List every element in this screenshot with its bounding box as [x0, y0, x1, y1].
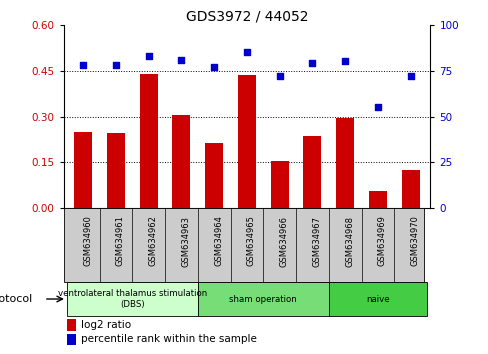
Text: sham operation: sham operation	[229, 295, 297, 303]
Bar	[67, 334, 76, 346]
Text: GSM634968: GSM634968	[345, 216, 353, 267]
Text: GSM634967: GSM634967	[312, 216, 321, 267]
Bar	[335, 118, 353, 208]
Point	[406, 73, 414, 79]
Point	[275, 73, 283, 79]
Text: GSM634964: GSM634964	[214, 216, 223, 267]
Text: GSM634961: GSM634961	[116, 216, 125, 267]
Bar	[328, 282, 426, 316]
Text: GSM634970: GSM634970	[410, 216, 419, 267]
Text: GSM634960: GSM634960	[83, 216, 92, 267]
Text: GSM634962: GSM634962	[148, 216, 158, 267]
Bar	[67, 319, 76, 331]
Text: log2 ratio: log2 ratio	[81, 320, 131, 330]
Text: naive: naive	[366, 295, 389, 303]
Text: GSM634969: GSM634969	[377, 216, 386, 267]
Title: GDS3972 / 44052: GDS3972 / 44052	[185, 10, 307, 24]
Text: percentile rank within the sample: percentile rank within the sample	[81, 334, 257, 344]
Point	[210, 64, 218, 70]
Point	[243, 50, 250, 55]
Bar	[140, 74, 158, 208]
Bar	[401, 170, 419, 208]
Point	[308, 61, 316, 66]
Point	[112, 62, 120, 68]
Bar	[303, 136, 321, 208]
Text: protocol: protocol	[0, 294, 32, 304]
Point	[144, 53, 152, 59]
Point	[79, 62, 87, 68]
Bar	[270, 161, 288, 208]
Text: GSM634966: GSM634966	[279, 216, 288, 267]
Point	[373, 104, 381, 110]
Text: ventrolateral thalamus stimulation
(DBS): ventrolateral thalamus stimulation (DBS)	[58, 289, 206, 309]
Bar	[368, 192, 386, 208]
Bar	[107, 133, 125, 208]
Text: GSM634963: GSM634963	[181, 216, 190, 267]
Bar	[172, 115, 190, 208]
Bar	[67, 282, 198, 316]
Text: GSM634965: GSM634965	[246, 216, 255, 267]
Bar	[74, 132, 92, 208]
Bar	[198, 282, 328, 316]
Bar	[238, 75, 255, 208]
Point	[341, 59, 348, 64]
Bar	[205, 143, 223, 208]
Point	[177, 57, 185, 62]
